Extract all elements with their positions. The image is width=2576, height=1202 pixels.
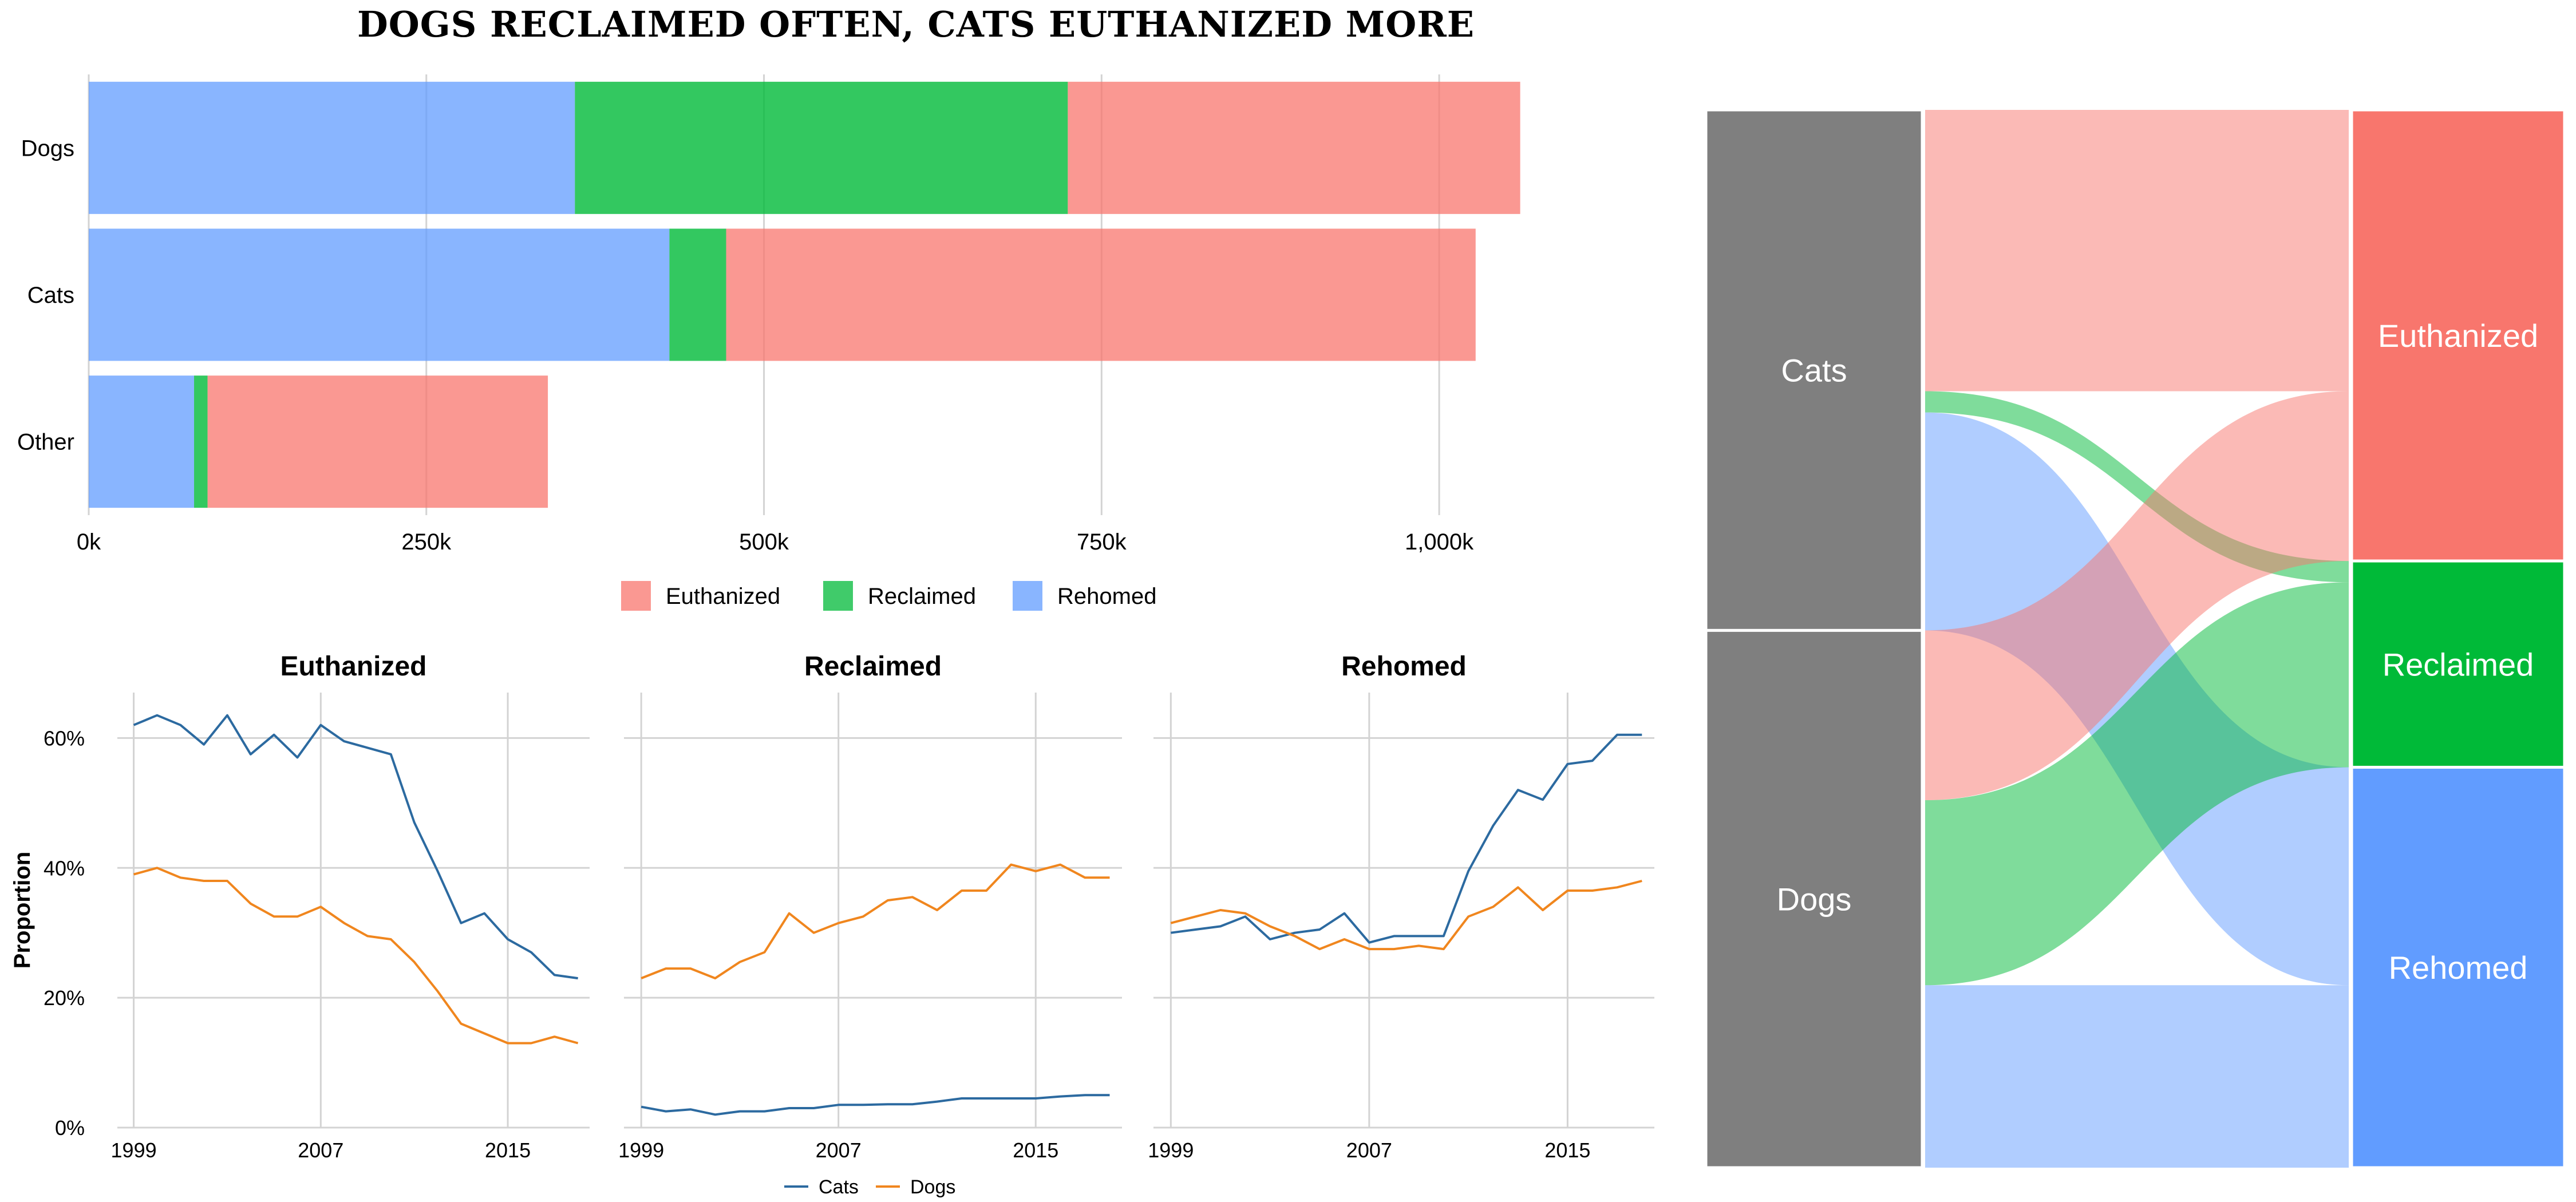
y-category-label: Cats xyxy=(27,283,74,308)
node-label-reclaimed: Reclaimed xyxy=(2383,646,2534,682)
y-tick-label: 20% xyxy=(44,986,85,1010)
x-tick-label: 2015 xyxy=(1544,1138,1590,1162)
x-tick-label: 2015 xyxy=(1013,1138,1058,1162)
node-rehomed xyxy=(2350,765,2566,1169)
legend-label-rehomed: Rehomed xyxy=(1057,584,1156,609)
legend-key-euthanized xyxy=(621,581,651,611)
y-category-label: Other xyxy=(17,430,74,455)
x-tick-label: 250k xyxy=(401,529,452,555)
x-tick-label: 2015 xyxy=(485,1138,531,1162)
node-dogs xyxy=(1704,628,1924,1169)
bar-cats-rehomed xyxy=(89,228,670,361)
x-tick-label: 2007 xyxy=(298,1138,343,1162)
line-reclaimed-cats xyxy=(641,1094,1110,1116)
faceted-line-chart: Proportion 0% 20% 40% 60% Euthanized 1999 2007 2… xyxy=(10,651,1654,1198)
y-tick-label: 40% xyxy=(44,856,85,880)
line-rehomed-dogs xyxy=(1170,880,1642,951)
legend-key-rehomed xyxy=(1013,581,1042,611)
x-tick-label: 750k xyxy=(1077,529,1127,555)
x-tick-label: 2007 xyxy=(1346,1138,1392,1162)
bar-cats-euthanized xyxy=(726,228,1476,361)
y-axis-title: Proportion xyxy=(10,852,35,968)
line-euthanized-cats xyxy=(133,714,578,980)
bar-dogs-euthanized xyxy=(1068,81,1520,214)
facet-title-reclaimed: Reclaimed xyxy=(804,651,942,682)
node-reclaimed xyxy=(2350,559,2566,769)
bar-dogs-rehomed xyxy=(89,81,575,214)
y-tick-label: 0% xyxy=(55,1116,85,1140)
bar-cats-reclaimed xyxy=(669,228,726,361)
x-tick-label: 1999 xyxy=(111,1138,157,1162)
flow-cats-reclaimed xyxy=(1925,391,2349,583)
line-euthanized-dogs xyxy=(133,867,579,1045)
flow-cats-euthanized xyxy=(1925,110,2349,392)
x-tick-label: 1,000k xyxy=(1405,529,1474,555)
node-label-euthanized: Euthanized xyxy=(2378,318,2538,354)
flow-dogs-rehomed xyxy=(1925,985,2349,1168)
bar-other-reclaimed xyxy=(194,375,208,508)
x-tick-label: 500k xyxy=(739,529,789,555)
node-cats xyxy=(1704,108,1924,632)
stacked-bar-chart: 0k 250k 500k 750k 1,000k Dogs Cats Other Euthani… xyxy=(17,74,1520,611)
line-rehomed-cats xyxy=(1171,733,1642,944)
bar-dogs-reclaimed xyxy=(575,81,1068,214)
x-tick-label: 1999 xyxy=(618,1138,664,1162)
legend-key-reclaimed xyxy=(823,581,853,611)
y-category-label: Dogs xyxy=(21,136,74,161)
sankey-diagram: Cats Dogs Euthanized Reclaimed Rehomed xyxy=(1704,108,2566,1169)
node-label-cats: Cats xyxy=(1781,353,1847,389)
x-tick-label: 0k xyxy=(77,529,101,555)
facet-title-rehomed: Rehomed xyxy=(1341,651,1467,682)
legend-label-reclaimed: Reclaimed xyxy=(868,584,976,609)
node-label-dogs: Dogs xyxy=(1777,881,1852,918)
flow-dogs-reclaimed xyxy=(1925,582,2349,986)
x-tick-label: 2007 xyxy=(816,1138,862,1162)
chart-title: DOGS RECLAIMED OFTEN, CATS EUTHANIZED MO… xyxy=(357,3,1475,45)
x-tick-label: 1999 xyxy=(1148,1138,1194,1162)
line-reclaimed-dogs xyxy=(641,863,1110,980)
legend-label-cats: Cats xyxy=(819,1176,859,1198)
node-euthanized xyxy=(2350,108,2566,563)
flow-dogs-euthanized xyxy=(1925,391,2349,801)
node-label-rehomed: Rehomed xyxy=(2389,950,2528,986)
bar-other-euthanized xyxy=(207,375,548,508)
bar-other-rehomed xyxy=(89,375,195,508)
legend-label-dogs: Dogs xyxy=(910,1176,955,1198)
facet-title-euthanized: Euthanized xyxy=(280,651,426,682)
y-tick-label: 60% xyxy=(44,726,85,750)
legend-label-euthanized: Euthanized xyxy=(666,584,780,609)
